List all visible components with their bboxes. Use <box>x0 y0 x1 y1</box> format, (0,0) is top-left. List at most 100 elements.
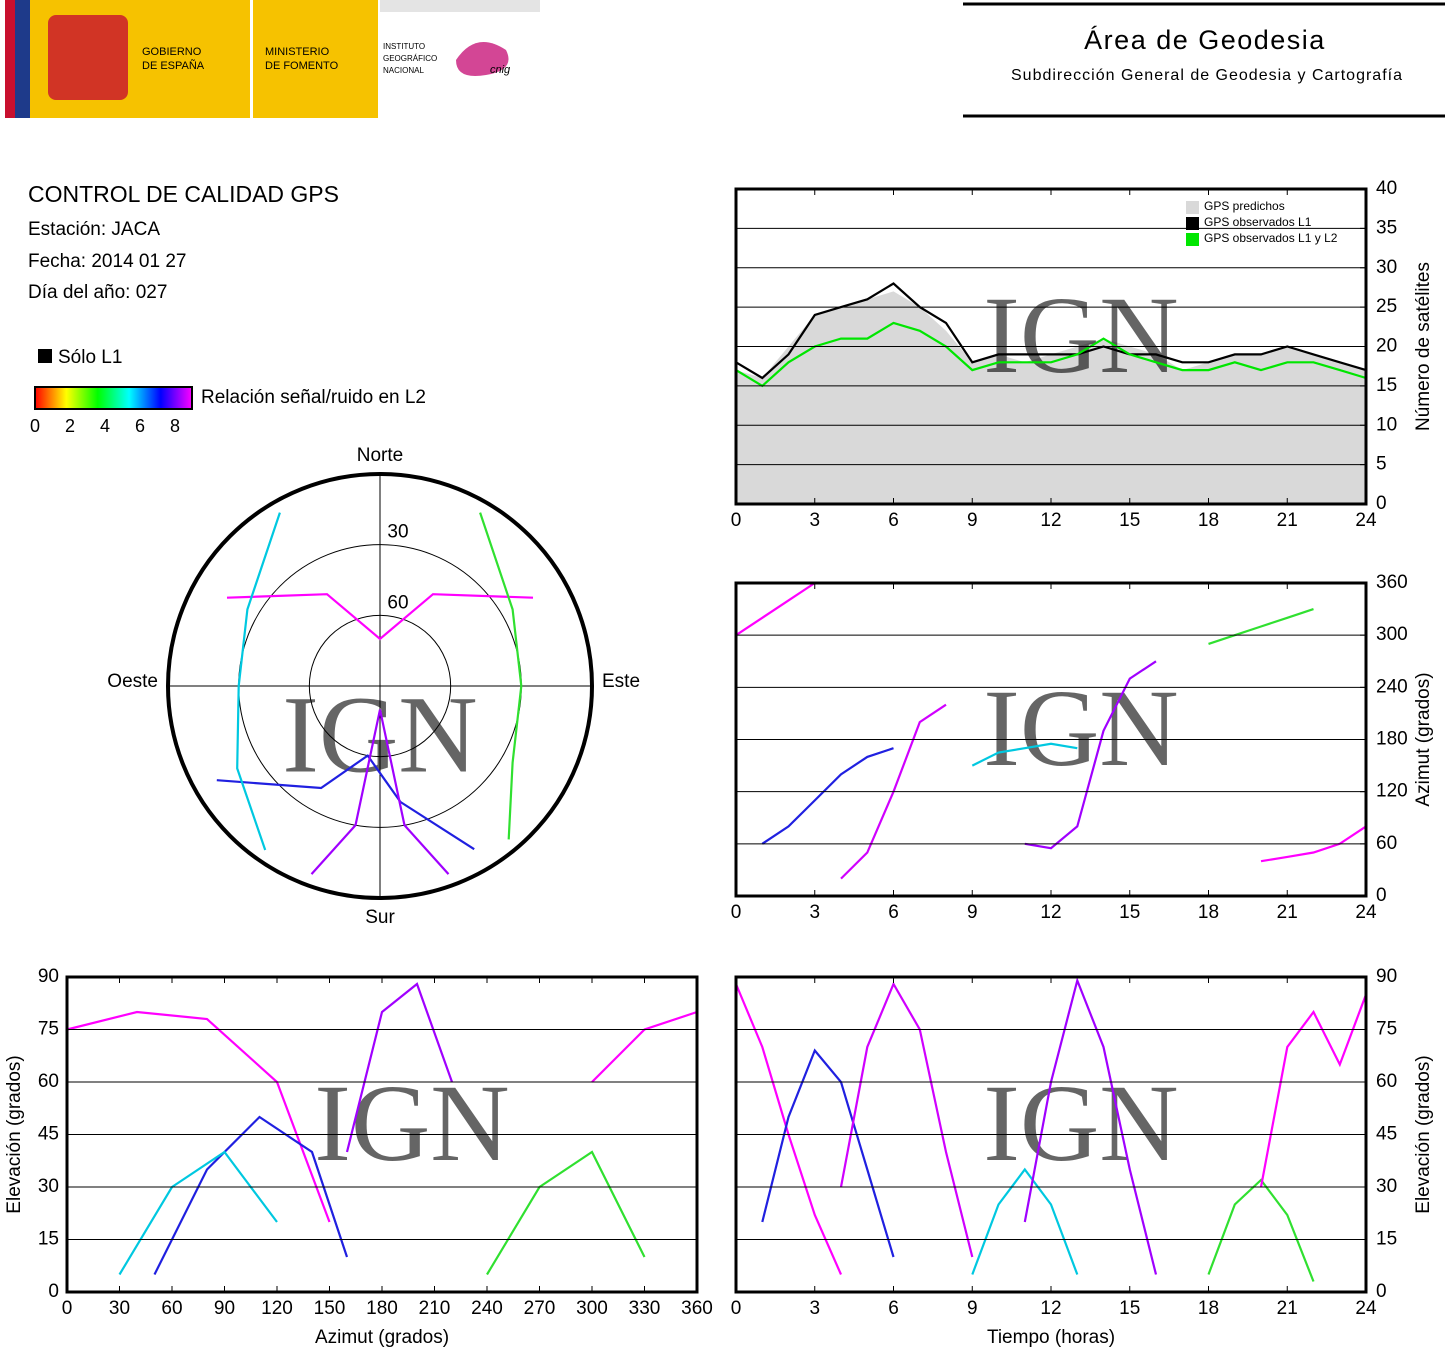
legend-label: GPS observados L1 <box>1204 215 1312 229</box>
y-tick-label: 240 <box>1376 676 1408 697</box>
direction-label: Oeste <box>107 671 158 692</box>
sky-track <box>310 709 450 875</box>
series-line <box>734 983 843 1275</box>
snr-tick-label: 8 <box>170 416 180 436</box>
x-tick-label: 24 <box>1355 1298 1377 1319</box>
watermark: IGN <box>983 667 1179 789</box>
x-tick-label: 90 <box>214 1298 235 1319</box>
y-tick-label: 60 <box>1376 1071 1397 1092</box>
x-tick-label: 3 <box>809 1298 820 1319</box>
area-title: Área de Geodesia <box>1084 25 1326 55</box>
x-tick-label: 9 <box>967 902 978 923</box>
y-tick-label: 90 <box>1376 966 1397 987</box>
x-tick-label: 9 <box>967 1298 978 1319</box>
x-tick-label: 0 <box>731 510 742 531</box>
x-tick-label: 12 <box>1040 510 1061 531</box>
series-line <box>971 1167 1079 1275</box>
y-tick-label: 25 <box>1376 296 1397 317</box>
x-tick-label: 6 <box>888 510 899 531</box>
y-tick-label: 10 <box>1376 414 1397 435</box>
chart: IGN 0 15 30 45 60 75 90 0 30 60 90 120 150 180 210 240 27… <box>4 966 713 1348</box>
x-tick-label: 6 <box>888 1298 899 1319</box>
sky-track <box>479 512 523 840</box>
x-tick-label: 15 <box>1119 902 1140 923</box>
y-tick-label: 120 <box>1376 781 1408 802</box>
x-tick-label: 15 <box>1119 510 1140 531</box>
legend-label: GPS observados L1 y L2 <box>1204 231 1338 245</box>
y-tick-label: 0 <box>1376 885 1387 906</box>
plot-frame <box>734 975 1368 1294</box>
series-line <box>735 582 816 637</box>
x-tick-label: 60 <box>161 1298 182 1319</box>
y-tick-label: 75 <box>38 1019 59 1040</box>
y-tick-label: 180 <box>1376 729 1408 750</box>
y-tick-label: 0 <box>1376 493 1387 514</box>
y-tick-label: 30 <box>1376 257 1397 278</box>
plot-frame <box>734 187 1368 506</box>
x-tick-label: 0 <box>731 1298 742 1319</box>
info-line: Estación: JACA <box>28 219 160 240</box>
snr-tick-label: 2 <box>65 416 75 436</box>
x-tick-label: 21 <box>1277 1298 1298 1319</box>
snr-tick-label: 6 <box>135 416 145 436</box>
x-tick-label: 0 <box>731 902 742 923</box>
series-line <box>1260 825 1367 863</box>
series-line <box>66 1010 331 1223</box>
y-tick-label: 5 <box>1376 454 1387 475</box>
y-axis-label: Azimut (grados) <box>1413 672 1434 806</box>
x-tick-label: 12 <box>1040 1298 1061 1319</box>
x-tick-label: 0 <box>62 1298 73 1319</box>
x-tick-label: 24 <box>1355 902 1377 923</box>
area <box>736 291 1366 504</box>
x-tick-label: 300 <box>576 1298 608 1319</box>
info-line: Día del año: 027 <box>28 282 167 303</box>
sky-track <box>236 512 281 851</box>
plot-frame <box>734 581 1368 898</box>
info-line: Fecha: 2014 01 27 <box>28 251 186 272</box>
legend-swatch <box>1186 233 1199 246</box>
x-tick-label: 15 <box>1119 1298 1140 1319</box>
x-tick-label: 150 <box>314 1298 346 1319</box>
legend-swatch <box>1186 217 1199 230</box>
x-tick-label: 270 <box>524 1298 556 1319</box>
x-tick-label: 24 <box>1355 510 1377 531</box>
x-tick-label: 3 <box>809 510 820 531</box>
y-axis-label: Elevación (grados) <box>4 1055 25 1213</box>
l1-label: Sólo L1 <box>58 347 122 368</box>
y-tick-label: 0 <box>48 1281 59 1302</box>
x-tick-label: 330 <box>629 1298 661 1319</box>
x-tick-label: 3 <box>809 902 820 923</box>
y-axis-label: Elevación (grados) <box>1413 1055 1434 1213</box>
logo-text: INSTITUTO <box>383 42 425 51</box>
y-tick-label: 60 <box>1376 833 1397 854</box>
snr-label: Relación señal/ruido en L2 <box>201 387 426 408</box>
area-subtitle: Subdirección General de Geodesia y Carto… <box>1011 67 1403 84</box>
x-tick-label: 240 <box>471 1298 503 1319</box>
polar-chart: 30 60 IGN Norte Sur Este Oeste <box>107 445 640 928</box>
ring-label: 60 <box>387 592 408 613</box>
x-tick-label: 120 <box>261 1298 293 1319</box>
x-tick-label: 21 <box>1277 510 1298 531</box>
series-line <box>735 321 1367 388</box>
y-tick-label: 15 <box>38 1229 59 1250</box>
horizon <box>166 472 594 900</box>
y-tick-label: 40 <box>1376 178 1397 199</box>
snr-tick-label: 0 <box>30 416 40 436</box>
header-logo: GOBIERNO DE ESPAÑA MINISTERIO DE FOMENTO… <box>5 0 540 118</box>
snr-scale <box>34 386 193 410</box>
y-tick-label: 30 <box>38 1176 59 1197</box>
legend-label: GPS predichos <box>1204 199 1285 213</box>
x-tick-label: 12 <box>1040 902 1061 923</box>
x-tick-label: 21 <box>1277 902 1298 923</box>
logo-text: cnig <box>490 64 511 76</box>
logo-text: GEOGRÁFICO <box>383 54 437 63</box>
logo-text: GOBIERNO <box>142 46 202 58</box>
y-tick-label: 300 <box>1376 624 1408 645</box>
watermark: IGN <box>314 1062 510 1184</box>
x-tick-label: 6 <box>888 902 899 923</box>
elevation-ring <box>308 614 452 758</box>
series-line <box>839 981 974 1258</box>
watermark: IGN <box>983 274 1179 396</box>
x-tick-label: 18 <box>1198 1298 1219 1319</box>
y-axis-label: Número de satélites <box>1413 262 1434 431</box>
